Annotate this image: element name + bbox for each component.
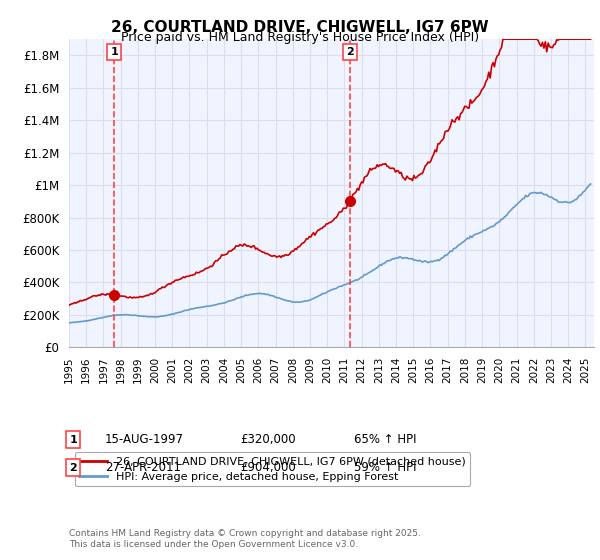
- Text: 2: 2: [346, 47, 354, 57]
- Text: 26, COURTLAND DRIVE, CHIGWELL, IG7 6PW: 26, COURTLAND DRIVE, CHIGWELL, IG7 6PW: [111, 20, 489, 35]
- Text: £904,000: £904,000: [240, 461, 296, 474]
- Text: 1: 1: [70, 435, 77, 445]
- Text: Price paid vs. HM Land Registry's House Price Index (HPI): Price paid vs. HM Land Registry's House …: [121, 31, 479, 44]
- Text: 27-APR-2011: 27-APR-2011: [105, 461, 181, 474]
- Legend: 26, COURTLAND DRIVE, CHIGWELL, IG7 6PW (detached house), HPI: Average price, det: 26, COURTLAND DRIVE, CHIGWELL, IG7 6PW (…: [74, 452, 470, 487]
- Text: £320,000: £320,000: [240, 433, 296, 446]
- Text: 59% ↑ HPI: 59% ↑ HPI: [354, 461, 416, 474]
- Text: 65% ↑ HPI: 65% ↑ HPI: [354, 433, 416, 446]
- Text: 15-AUG-1997: 15-AUG-1997: [105, 433, 184, 446]
- Text: Contains HM Land Registry data © Crown copyright and database right 2025.
This d: Contains HM Land Registry data © Crown c…: [69, 529, 421, 549]
- Text: 2: 2: [70, 463, 77, 473]
- Text: 1: 1: [110, 47, 118, 57]
